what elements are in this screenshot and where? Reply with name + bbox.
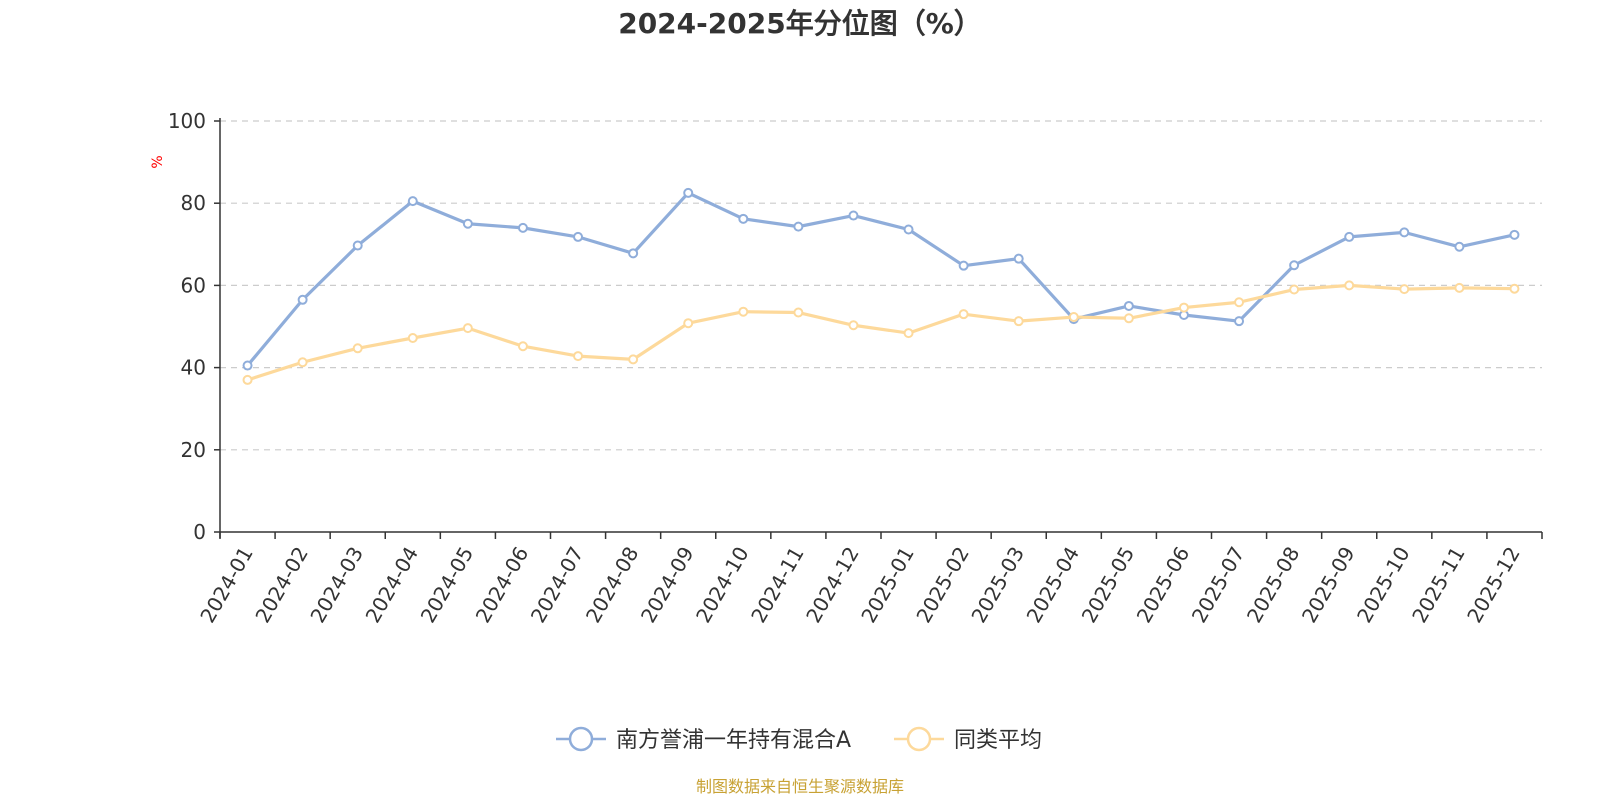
data-point[interactable] — [1178, 302, 1189, 313]
data-point[interactable] — [958, 309, 969, 320]
x-tick-label: 2025-11 — [1407, 543, 1470, 627]
x-tick-label: 2024-11 — [746, 543, 809, 627]
data-point[interactable] — [628, 354, 639, 365]
data-source-note: 制图数据来自恒生聚源数据库 — [696, 777, 904, 796]
data-point[interactable] — [903, 328, 914, 339]
x-tick-label: 2024-12 — [801, 543, 864, 627]
data-point[interactable] — [297, 357, 308, 368]
y-axis-unit-label: % — [150, 155, 166, 168]
x-tick-label: 2024-08 — [581, 543, 644, 627]
legend-label: 南方誉浦一年持有混合A — [616, 728, 851, 753]
x-tick-label: 2025-04 — [1022, 543, 1085, 627]
legend[interactable]: 南方誉浦一年持有混合A 同类平均 — [556, 726, 1042, 753]
data-point[interactable] — [407, 196, 418, 207]
x-tick-label: 2025-05 — [1077, 543, 1140, 627]
legend-marker-icon — [568, 726, 594, 752]
data-point[interactable] — [848, 210, 859, 221]
data-point[interactable] — [1509, 229, 1520, 240]
series-line — [247, 283, 1515, 382]
data-point[interactable] — [407, 333, 418, 344]
data-point[interactable] — [738, 306, 749, 317]
data-point[interactable] — [517, 341, 528, 352]
x-tick-label: 2025-06 — [1132, 543, 1195, 627]
x-tick-label: 2024-02 — [250, 543, 313, 627]
data-point[interactable] — [517, 222, 528, 233]
x-tick-label: 2024-01 — [195, 543, 258, 627]
y-tick-label: 0 — [193, 520, 206, 544]
x-tick-label: 2025-03 — [966, 543, 1029, 627]
data-point[interactable] — [1344, 280, 1355, 291]
data-point[interactable] — [242, 360, 253, 371]
series-lines — [242, 187, 1520, 385]
data-point[interactable] — [1234, 297, 1245, 308]
data-point[interactable] — [1399, 284, 1410, 295]
data-point[interactable] — [683, 318, 694, 329]
series-0 — [242, 187, 1520, 371]
legend-label: 同类平均 — [954, 728, 1042, 753]
legend-marker-icon — [906, 726, 932, 752]
data-point[interactable] — [683, 187, 694, 198]
data-point[interactable] — [958, 260, 969, 271]
data-point[interactable] — [1399, 227, 1410, 238]
data-point[interactable] — [1013, 253, 1024, 264]
chart-title: 2024-2025年分位图（%） — [618, 7, 982, 40]
data-point[interactable] — [573, 351, 584, 362]
y-tick-label: 60 — [181, 273, 206, 297]
data-point[interactable] — [848, 320, 859, 331]
x-tick-label: 2024-04 — [361, 543, 424, 627]
data-point[interactable] — [1123, 313, 1134, 324]
x-tick-label: 2024-03 — [305, 543, 368, 627]
series-1 — [242, 280, 1520, 385]
y-tick-label: 20 — [181, 438, 206, 462]
series-line — [246, 191, 1515, 367]
data-point[interactable] — [573, 231, 584, 242]
grid-lines — [220, 120, 1542, 451]
x-tick-label: 2025-12 — [1462, 543, 1525, 627]
data-point[interactable] — [1013, 316, 1024, 327]
y-tick-label: 40 — [181, 356, 206, 380]
x-tick-label: 2024-10 — [691, 543, 754, 627]
legend-item-0[interactable]: 南方誉浦一年持有混合A — [556, 726, 851, 753]
x-tick-label: 2025-10 — [1352, 543, 1415, 627]
x-tick-label: 2025-08 — [1242, 543, 1305, 627]
x-tick-label: 2024-09 — [636, 543, 699, 627]
x-tick-label: 2024-07 — [526, 543, 589, 627]
data-point[interactable] — [793, 221, 804, 232]
data-point[interactable] — [1454, 282, 1465, 293]
data-point[interactable] — [1454, 241, 1465, 252]
data-point[interactable] — [352, 240, 363, 251]
data-point[interactable] — [793, 307, 804, 318]
y-tick-label: 80 — [181, 191, 206, 215]
data-point[interactable] — [628, 248, 639, 259]
data-point[interactable] — [462, 218, 473, 229]
data-point[interactable] — [352, 343, 363, 354]
data-point[interactable] — [1234, 316, 1245, 327]
data-point[interactable] — [462, 323, 473, 334]
data-point[interactable] — [903, 224, 914, 235]
x-tick-label: 2024-05 — [416, 543, 479, 627]
data-point[interactable] — [297, 294, 308, 305]
x-tick-label: 2025-01 — [856, 543, 919, 627]
x-tick-label: 2025-09 — [1297, 543, 1360, 627]
legend-item-1[interactable]: 同类平均 — [894, 726, 1042, 753]
data-point[interactable] — [738, 213, 749, 224]
data-point[interactable] — [1289, 284, 1300, 295]
data-point[interactable] — [1068, 312, 1079, 323]
y-tick-label: 100 — [168, 109, 206, 133]
data-point[interactable] — [242, 374, 253, 385]
data-point[interactable] — [1289, 260, 1300, 271]
data-point[interactable] — [1344, 231, 1355, 242]
x-tick-label: 2025-07 — [1187, 543, 1250, 627]
data-point[interactable] — [1123, 300, 1134, 311]
data-point[interactable] — [1509, 283, 1520, 294]
x-tick-label: 2025-02 — [911, 543, 974, 627]
x-tick-label: 2024-06 — [471, 543, 534, 627]
